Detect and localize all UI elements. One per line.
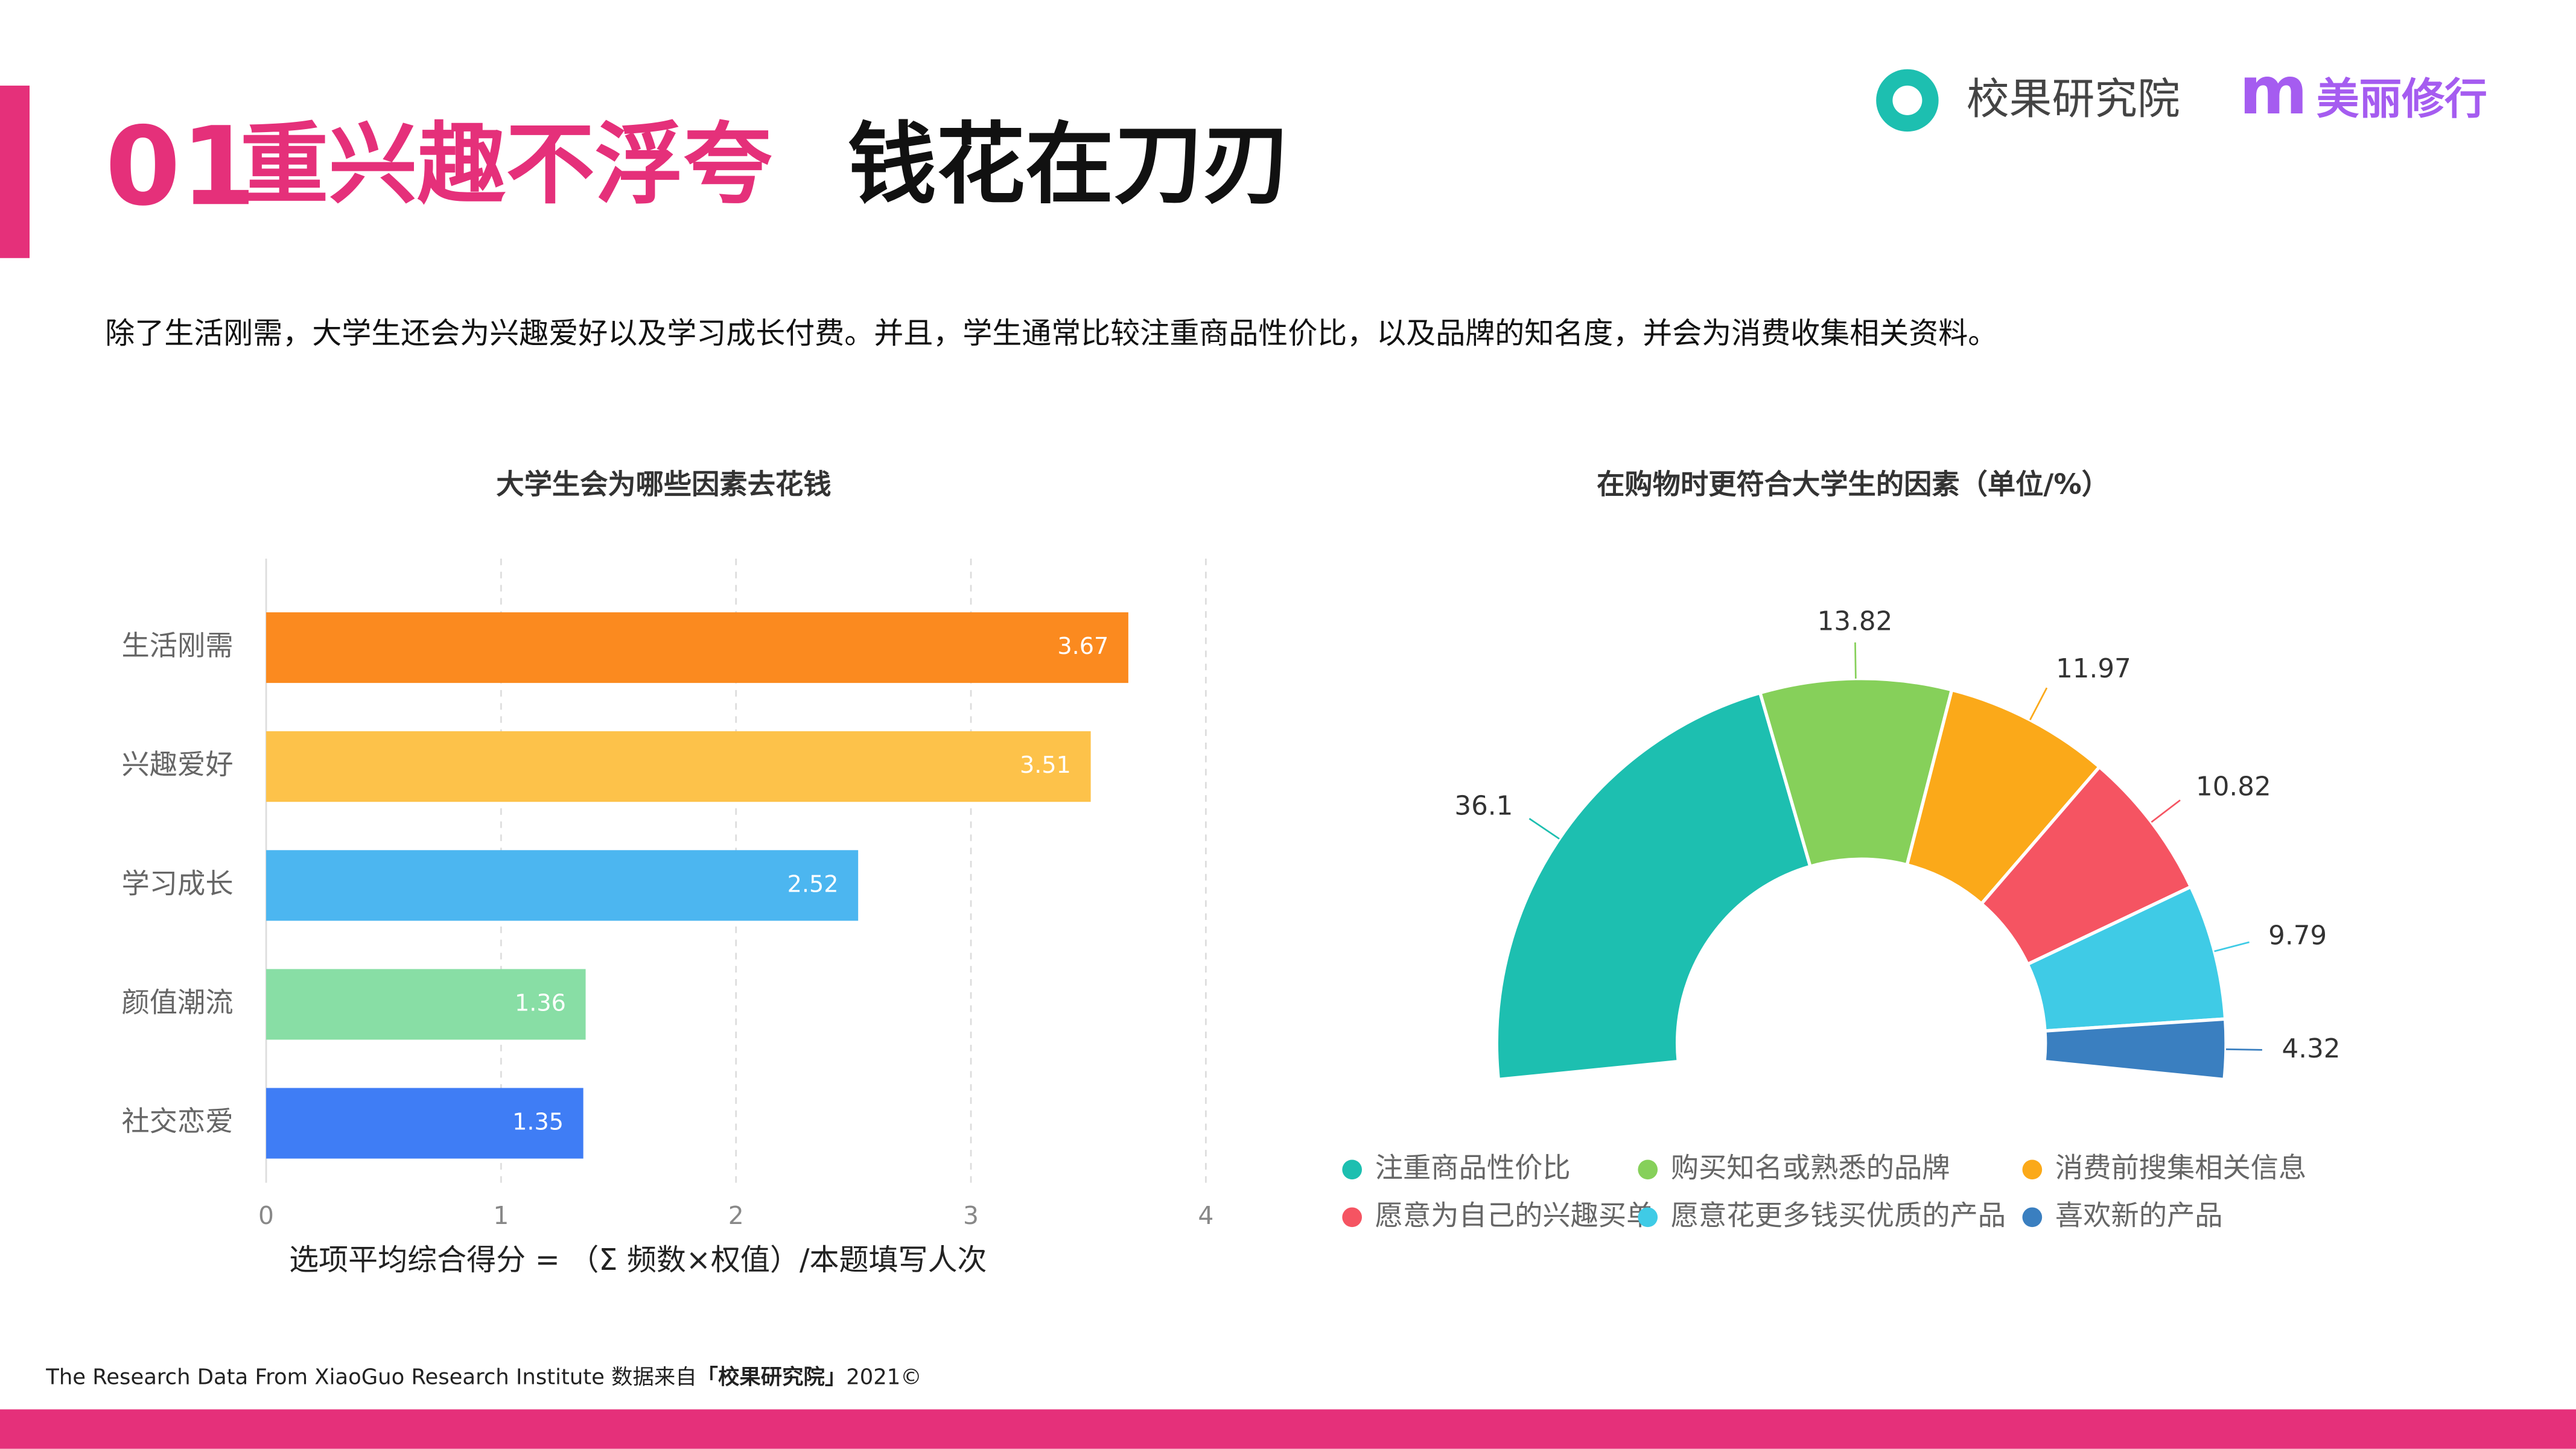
bar [266,969,586,1040]
value-label: 10.82 [2196,772,2271,802]
x-tick-label: 4 [1198,1201,1213,1230]
leader-line [2214,941,2250,953]
footer-source-text: The Research Data From XiaoGuo Research … [45,1365,696,1390]
leader-line [1854,642,1857,679]
y-tick-label: 兴趣爱好 [122,748,234,781]
logo-icon-inner [1892,85,1922,115]
chart-title: 大学生会为哪些因素去花钱 [496,468,831,501]
legend-swatch [1342,1159,1363,1180]
x-tick-label: 0 [258,1201,274,1230]
value-label: 3.67 [1057,633,1108,659]
legend-label: 愿意花更多钱买优质的产品 [1671,1199,2006,1231]
value-label: 9.79 [2268,921,2327,951]
footer-year: 2021© [846,1365,921,1390]
description: 除了生活刚需，大学生还会为兴趣爱好以及学习成长付费。并且，学生通常比较注重商品性… [105,316,1997,350]
pie-slice [1495,691,1813,1082]
leader-line [2225,1048,2262,1051]
accent-bar [0,85,30,258]
y-tick-label: 生活刚需 [122,629,234,662]
legend-swatch [2022,1159,2043,1180]
value-label: 4.32 [2282,1034,2341,1064]
bar [266,1088,584,1159]
chart-title: 在购物时更符合大学生的因素（单位/%） [1597,468,2110,501]
leader-line [2029,687,2048,720]
legend-swatch [1638,1207,1658,1228]
legend-label: 购买知名或熟悉的品牌 [1671,1151,1950,1184]
title-highlight: 重兴趣不浮夸 [240,113,772,217]
leader-line [2151,799,2181,823]
value-label: 1.35 [512,1109,564,1135]
footer-org: 「校果研究院」 [697,1365,847,1390]
x-tick-label: 2 [728,1201,744,1230]
legend-swatch [1342,1207,1363,1228]
y-tick-label: 学习成长 [122,867,234,899]
x-tick-label: 1 [493,1201,509,1230]
pie-slice [2043,1017,2228,1082]
brand-mark: m [2239,52,2307,129]
leader-line [1528,817,1560,840]
legend-swatch [2022,1207,2043,1228]
bar [266,850,859,921]
legend-label: 消费前搜集相关信息 [2055,1151,2306,1184]
value-label: 3.51 [1020,752,1071,778]
title-rest: 钱花在刀刃 [848,113,1291,217]
footer-band [0,1409,2576,1449]
bar [266,612,1128,683]
x-tick-label: 3 [963,1201,979,1230]
bar [266,731,1091,802]
value-label: 2.52 [787,870,839,897]
legend-label: 注重商品性价比 [1375,1151,1571,1184]
value-label: 36.1 [1454,791,1513,822]
legend-swatch [1638,1159,1658,1180]
x-axis-label: 选项平均综合得分 = （Σ 频数×权值）/本题填写人次 [289,1243,987,1277]
value-label: 1.36 [515,989,566,1016]
legend-label: 愿意为自己的兴趣买单 [1375,1199,1655,1231]
footer-source: The Research Data From XiaoGuo Research … [45,1365,921,1390]
logo-text: 校果研究院 [1967,74,2180,124]
section-number: 01 [105,104,256,230]
legend-label: 喜欢新的产品 [2055,1199,2223,1231]
value-label: 11.97 [2056,654,2131,684]
value-label: 13.82 [1818,606,1893,636]
y-tick-label: 社交恋爱 [122,1105,234,1138]
y-tick-label: 颜值潮流 [122,986,234,1018]
brand-text: 美丽修行 [2317,74,2487,124]
